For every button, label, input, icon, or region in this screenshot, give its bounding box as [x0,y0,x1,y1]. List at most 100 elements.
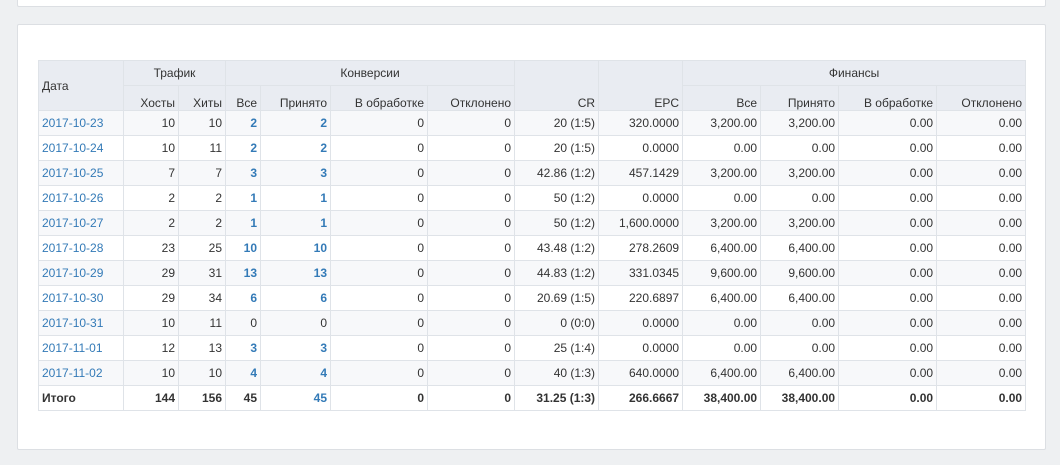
date-cell: 2017-11-01 [38,335,124,361]
header-conv-rejected[interactable]: Отклонено [426,85,516,111]
date-link[interactable]: 2017-10-26 [42,191,104,205]
fin-processing-cell: 0.00 [838,160,938,186]
header-conv-accepted[interactable]: Принято [260,85,331,111]
conv-accepted-link[interactable]: 3 [320,166,327,180]
conv-all-link[interactable]: 1 [250,216,257,230]
date-link[interactable]: 2017-10-28 [42,241,104,255]
conv-accepted-link[interactable]: 3 [320,341,327,355]
total-conv-all: 45 [225,385,261,411]
stats-table: Дата Трафик Конверсии CR EPC Финансы Хос… [38,60,1027,411]
date-link[interactable]: 2017-10-27 [42,216,104,230]
cr-cell: 20 (1:5) [514,110,600,136]
cr-cell: 50 (1:2) [514,185,600,211]
conv-processing-cell: 0 [330,160,428,186]
date-link[interactable]: 2017-10-29 [42,266,104,280]
header-conv-all[interactable]: Все [225,85,261,111]
fin-rejected-cell: 0.00 [936,110,1027,136]
hits-cell: 13 [178,335,226,361]
fin-all-cell: 6,400.00 [682,235,762,261]
conv-accepted-link[interactable]: 1 [320,216,327,230]
header-fin-rejected[interactable]: Отклонено [936,85,1027,111]
header-fin-accepted[interactable]: Принято [760,85,840,111]
hosts-cell: 29 [123,260,179,286]
conv-accepted-link[interactable]: 1 [320,191,327,205]
conv-all-cell: 13 [225,260,261,286]
conv-accepted-cell: 1 [260,210,331,236]
conv-accepted-link[interactable]: 2 [320,141,327,155]
hits-cell: 31 [178,260,226,286]
date-link[interactable]: 2017-11-01 [42,341,103,355]
header-conv-processing[interactable]: В обработке [330,85,428,111]
cr-cell: 40 (1:3) [514,360,600,386]
conv-accepted-link[interactable]: 4 [320,366,327,380]
conv-processing-cell: 0 [330,360,428,386]
date-cell: 2017-10-25 [38,160,124,186]
conv-all-link[interactable]: 2 [250,116,257,130]
header-fin-all[interactable]: Все [682,85,762,111]
conv-all-cell: 0 [225,310,261,336]
conv-processing-cell: 0 [330,335,428,361]
total-fin-all: 38,400.00 [682,385,762,411]
conv-all-link[interactable]: 4 [250,366,257,380]
total-conv-accepted-link[interactable]: 45 [313,391,327,405]
epc-cell: 1,600.0000 [598,210,684,236]
fin-accepted-cell: 0.00 [760,335,840,361]
conv-accepted-link[interactable]: 13 [313,266,327,280]
conv-all-cell: 2 [225,110,261,136]
date-link[interactable]: 2017-10-23 [42,116,104,130]
hits-cell: 2 [178,210,226,236]
table-row: 2017-10-24 10 11 2 2 0 0 20 (1:5) 0.0000 0.00 0.00… [38,135,1027,161]
total-hosts: 144 [123,385,179,411]
total-row: Итого 144 156 45 45 0 0 31.25 (1:3) 266.… [38,385,1027,411]
conv-accepted-cell: 10 [260,235,331,261]
conv-accepted-link[interactable]: 6 [320,291,327,305]
conv-all-link[interactable]: 6 [250,291,257,305]
fin-processing-cell: 0.00 [838,310,938,336]
cr-cell: 20.69 (1:5) [514,285,600,311]
hosts-cell: 29 [123,285,179,311]
hosts-cell: 10 [123,310,179,336]
conv-accepted-link[interactable]: 2 [320,116,327,130]
table-row: 2017-10-31 10 11 0 0 0 0 0 (0:0) 0.0000 0.00 0.00 0… [38,310,1027,336]
fin-accepted-cell: 0.00 [760,185,840,211]
conv-all-cell: 1 [225,210,261,236]
date-cell: 2017-11-02 [38,360,124,386]
conv-all-link[interactable]: 13 [243,266,257,280]
conv-accepted-cell: 4 [260,360,331,386]
header-date[interactable]: Дата [38,60,124,111]
header-epc[interactable]: EPC [598,60,684,111]
header-fin-processing[interactable]: В обработке [838,85,938,111]
conv-all-link[interactable]: 3 [250,166,257,180]
table-row: 2017-10-30 29 34 6 6 0 0 20.69 (1:5) 220.6897 6,4… [38,285,1027,311]
date-link[interactable]: 2017-10-31 [42,316,104,330]
header-hits[interactable]: Хиты [178,85,226,111]
fin-all-cell: 0.00 [682,135,762,161]
conv-rejected-cell: 0 [426,335,516,361]
fin-all-cell: 3,200.00 [682,160,762,186]
header-hosts[interactable]: Хосты [123,85,179,111]
conv-all-link[interactable]: 2 [250,141,257,155]
fin-accepted-cell: 3,200.00 [760,110,840,136]
date-cell: 2017-10-31 [38,310,124,336]
date-link[interactable]: 2017-10-25 [42,166,104,180]
conv-all-link[interactable]: 3 [250,341,257,355]
fin-rejected-cell: 0.00 [936,310,1027,336]
conv-processing-cell: 0 [330,310,428,336]
fin-rejected-cell: 0.00 [936,235,1027,261]
conv-rejected-cell: 0 [426,110,516,136]
fin-processing-cell: 0.00 [838,335,938,361]
fin-processing-cell: 0.00 [838,260,938,286]
date-link[interactable]: 2017-10-30 [42,291,104,305]
hits-cell: 11 [178,135,226,161]
epc-cell: 640.0000 [598,360,684,386]
date-link[interactable]: 2017-10-24 [42,141,104,155]
total-cr: 31.25 (1:3) [514,385,600,411]
header-cr[interactable]: CR [514,60,600,111]
conv-all-link[interactable]: 10 [243,241,257,255]
date-link[interactable]: 2017-11-02 [42,366,103,380]
fin-all-cell: 3,200.00 [682,210,762,236]
conv-accepted-link[interactable]: 10 [313,241,327,255]
conv-all-link[interactable]: 1 [250,191,257,205]
total-label: Итого [38,385,124,411]
table-row: 2017-10-28 23 25 10 10 0 0 43.48 (1:2) 278.2609 6… [38,235,1027,261]
